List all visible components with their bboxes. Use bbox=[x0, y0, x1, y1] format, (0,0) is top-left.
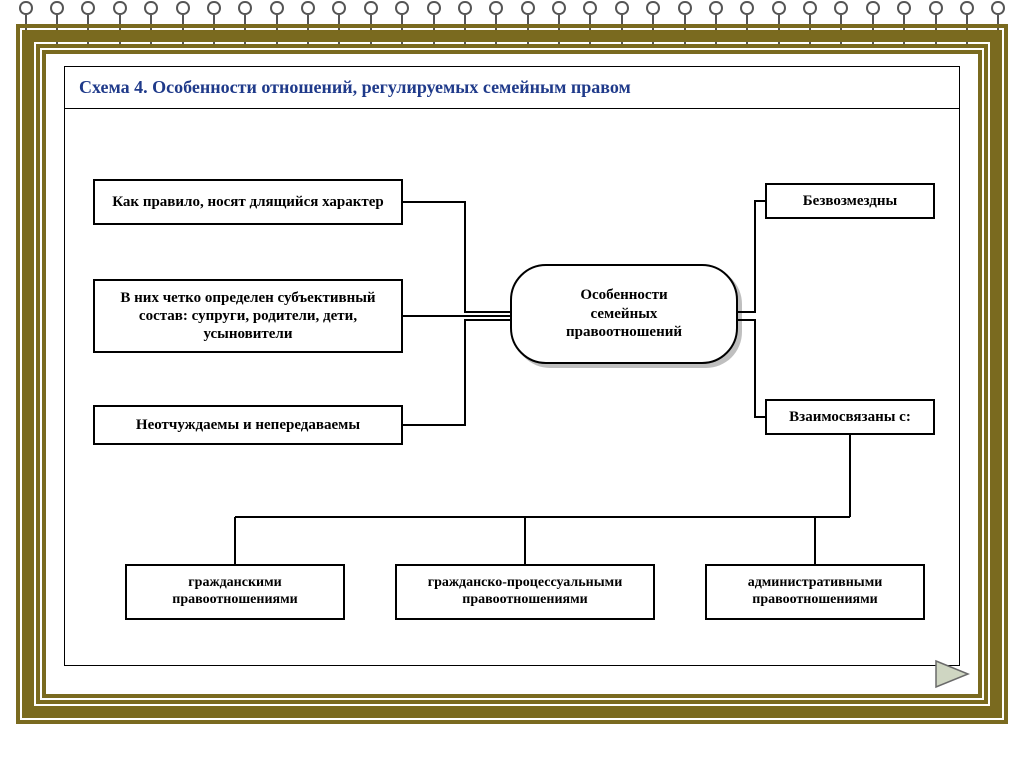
left-node-1-label: В них четко определен субъективный соста… bbox=[103, 289, 393, 343]
connector-3 bbox=[734, 201, 765, 312]
diagram-panel: Схема 4. Особенности отношений, регулиру… bbox=[64, 66, 960, 666]
next-slide-button[interactable] bbox=[932, 658, 972, 690]
left-node-2: Неотчуждаемы и непередаваемы bbox=[93, 405, 403, 445]
connector-2 bbox=[403, 320, 510, 425]
outer-frame: Схема 4. Особенности отношений, регулиру… bbox=[16, 24, 1008, 724]
bottom-node-2: административными правоотношениями bbox=[705, 564, 925, 620]
bottom-node-0: гражданскими правоотношениями bbox=[125, 564, 345, 620]
right-node-1: Взаимосвязаны с: bbox=[765, 399, 935, 435]
bottom-node-1: гражданско-процессуальными правоотношени… bbox=[395, 564, 655, 620]
right-node-0-label: Безвозмездны bbox=[803, 192, 898, 210]
center-node: Особенности семейных правоотношений bbox=[510, 264, 738, 364]
left-node-1: В них четко определен субъективный соста… bbox=[93, 279, 403, 353]
connector-4 bbox=[734, 320, 765, 417]
right-node-0: Безвозмездны bbox=[765, 183, 935, 219]
bottom-node-0-label: гражданскими правоотношениями bbox=[135, 575, 335, 609]
connector-0 bbox=[403, 202, 510, 312]
play-icon bbox=[932, 658, 972, 690]
left-node-2-label: Неотчуждаемы и непередаваемы bbox=[136, 416, 360, 434]
title-text: Схема 4. Особенности отношений, регулиру… bbox=[79, 77, 631, 97]
left-node-0: Как правило, носят длящийся характер bbox=[93, 179, 403, 225]
diagram-title: Схема 4. Особенности отношений, регулиру… bbox=[65, 67, 959, 109]
right-node-1-label: Взаимосвязаны с: bbox=[789, 408, 911, 426]
bottom-node-2-label: административными правоотношениями bbox=[715, 575, 915, 609]
diagram-canvas: Особенности семейных правоотношений Как п… bbox=[65, 109, 959, 663]
left-node-0-label: Как правило, носят длящийся характер bbox=[112, 193, 384, 211]
center-node-label: Особенности семейных правоотношений bbox=[566, 286, 682, 342]
bottom-node-1-label: гражданско-процессуальными правоотношени… bbox=[405, 575, 645, 609]
